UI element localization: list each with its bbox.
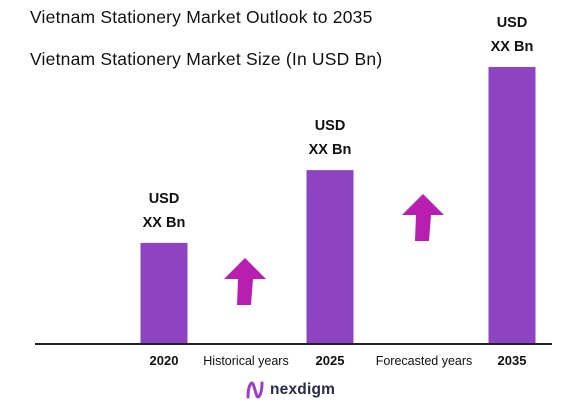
x-axis-ticks: 2020 2025 2035 <box>150 353 527 368</box>
value-label-2020-1: USD <box>149 191 180 207</box>
bar-2035 <box>488 67 536 344</box>
bars <box>140 67 536 344</box>
value-label-2035-2: XX Bn <box>491 39 534 55</box>
value-label-2035-1: USD <box>497 15 528 31</box>
chart-subtitle: Vietnam Stationery Market Size (In USD B… <box>30 49 383 69</box>
x-tick-2020: 2020 <box>150 353 179 368</box>
period-annotations: Historical years Forecasted years <box>203 354 472 368</box>
brand-logo: nexdigm <box>244 378 344 404</box>
bar-2025 <box>306 170 354 344</box>
chart-title: Vietnam Stationery Market Outlook to 203… <box>30 7 373 27</box>
annotation-forecasted: Forecasted years <box>376 354 473 368</box>
nexdigm-logo-icon <box>246 381 264 399</box>
value-label-2025-1: USD <box>315 118 346 134</box>
value-label-2025-2: XX Bn <box>309 142 352 158</box>
value-labels: USD XX Bn USD XX Bn USD XX Bn <box>143 15 534 231</box>
brand-name: nexdigm <box>270 381 336 398</box>
bar-2020 <box>140 242 188 344</box>
growth-arrow-2-icon <box>402 194 444 241</box>
growth-arrow-1-icon <box>224 258 266 305</box>
x-tick-2025: 2025 <box>316 353 345 368</box>
growth-arrows <box>224 194 444 305</box>
x-tick-2035: 2035 <box>498 353 527 368</box>
annotation-historical: Historical years <box>203 354 288 368</box>
value-label-2020-2: XX Bn <box>143 215 186 231</box>
